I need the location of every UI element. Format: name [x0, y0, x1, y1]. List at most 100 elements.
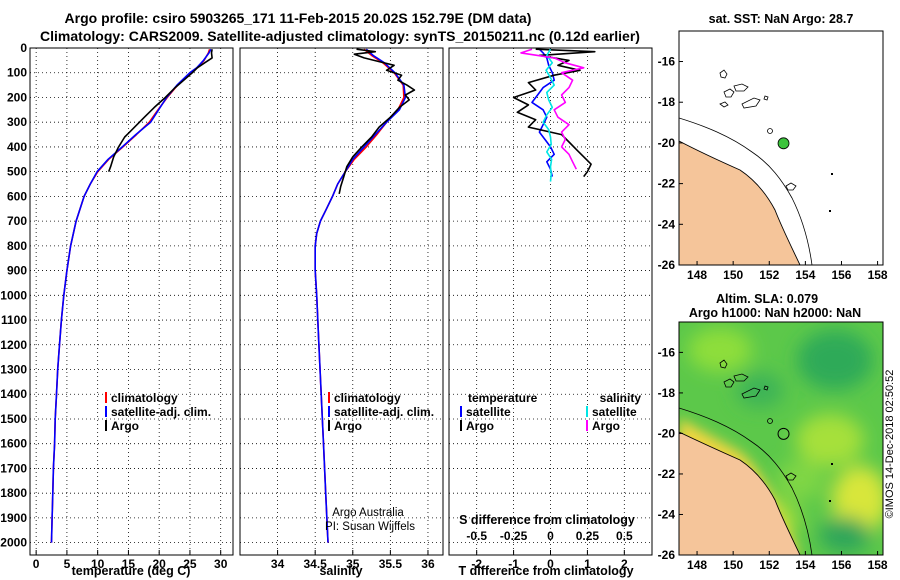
- temperature-legend: climatology satellite-adj. clim. Argo: [105, 391, 211, 433]
- x-tick-label: 35.5: [379, 557, 403, 571]
- t-difference-axis-ticks: -2 -1 0 1 2: [471, 550, 628, 571]
- map-lat-label: -20: [658, 136, 676, 150]
- salinity-axis-ticks: 34 34.5 35 35.5 36: [271, 550, 435, 571]
- s-diff-tick-label: 0: [547, 529, 554, 543]
- sst-map-panel: sat. SST: NaN Argo: 28.7 148 150 152 154 156…: [658, 12, 888, 282]
- x-tick-label: 5: [64, 557, 71, 571]
- depth-tick-label: 300: [7, 115, 27, 129]
- map-lat-label: -16: [658, 345, 676, 359]
- sst-map-land: [679, 141, 800, 265]
- x-tick-label: 34: [271, 557, 285, 571]
- salinity-axis-label: salinity: [319, 564, 362, 578]
- map-lon-label: 148: [687, 558, 707, 572]
- depth-tick-label: 900: [7, 264, 27, 278]
- credit-argo-australia: Argo Australia: [332, 507, 404, 519]
- depth-tick-label: 600: [7, 189, 27, 203]
- depth-tick-label: 2000: [0, 536, 27, 550]
- sst-map-island: [767, 128, 773, 134]
- legend-label-t-argo: Argo: [466, 419, 494, 433]
- salinity-legend: climatology satellite-adj. clim. Argo: [328, 391, 434, 433]
- map-lon-label: 152: [759, 268, 779, 282]
- difference-panel: -2 -1 0 1 2 -0.5 -0.25 0 0.25 0.5 T difference f…: [448, 47, 653, 578]
- salinity-panel-frame: [239, 47, 444, 556]
- legend-title-temperature: temperature: [468, 391, 538, 405]
- legend-label-t-satellite: satellite: [466, 405, 511, 419]
- sst-map-content: [679, 69, 833, 265]
- x-tick-label: 20: [153, 557, 167, 571]
- map-lat-label: -26: [658, 258, 676, 272]
- legend-swatch-satellite: [328, 406, 330, 417]
- x-tick-label: 34.5: [304, 557, 328, 571]
- series-line-t-satellite: [531, 48, 556, 177]
- x-tick-label: 0: [33, 557, 40, 571]
- temperature-axis-ticks: 0 5 10 15 20 25 30: [33, 550, 228, 571]
- series-line-s-satellite: [542, 48, 556, 182]
- sla-map-anomalies: [688, 328, 883, 553]
- map-lat-label: -26: [658, 548, 676, 562]
- salinity-lines: [314, 48, 416, 543]
- legend-swatch-t-satellite: [460, 406, 462, 417]
- depth-tick-label: 400: [7, 140, 27, 154]
- x-tick-label: 36: [421, 557, 435, 571]
- series-line-satellite-adj-clim-: [314, 48, 407, 543]
- salinity-panel: 34 34.5 35 35.5 36 salinity climatology sate…: [239, 47, 444, 578]
- sla-map-ticks: 148 150 152 154 156 158 -16 -18 -20 -22 -24 -26: [658, 345, 888, 572]
- map-lon-label: 150: [723, 268, 743, 282]
- s-diff-tick-label: -0.25: [500, 529, 528, 543]
- legend-label-s-argo: Argo: [592, 419, 620, 433]
- map-lon-label: 156: [831, 558, 851, 572]
- sst-map-islet: [829, 210, 831, 212]
- x-tick-label: -1: [508, 557, 519, 571]
- argo-position-marker: [777, 427, 790, 440]
- depth-tick-label: 1800: [0, 486, 27, 500]
- map-lat-label: -22: [658, 467, 676, 481]
- map-lon-label: 150: [723, 558, 743, 572]
- x-tick-label: 15: [122, 557, 136, 571]
- sst-map-reefs: [719, 69, 769, 109]
- sla-map-reefs: [719, 359, 769, 399]
- sla-map-reef-south: [785, 472, 797, 481]
- legend-label-argo: Argo: [111, 419, 139, 433]
- depth-tick-label: 1100: [1, 313, 27, 327]
- argo-position-marker: [777, 137, 790, 150]
- sst-map-coastline: [679, 140, 801, 265]
- sla-map-title-line1: Altim. SLA: 0.079: [716, 292, 818, 306]
- sla-map-land: [679, 432, 800, 555]
- s-difference-axis-label: S difference from climatology: [459, 513, 635, 527]
- legend-label-satellite: satellite-adj. clim.: [111, 405, 211, 419]
- sla-map-coastline: [679, 431, 801, 555]
- depth-tick-label: 1300: [0, 363, 27, 377]
- map-lat-label: -16: [658, 55, 676, 69]
- temperature-axis-label: temperature (deg C): [72, 564, 191, 578]
- difference-legend: temperature satellite Argo salinity sate…: [460, 391, 641, 433]
- legend-label-satellite: satellite-adj. clim.: [334, 405, 434, 419]
- map-lon-label: 158: [868, 268, 888, 282]
- sst-map-shelf-contour: [679, 117, 813, 265]
- depth-axis-ticks: 0 100 200 300 400 500 600 700 800 900 1000 1100 1200…: [0, 41, 27, 550]
- map-lat-label: -18: [658, 95, 676, 109]
- map-lat-label: -20: [658, 426, 676, 440]
- x-tick-label: 35: [346, 557, 360, 571]
- imos-credit: ©IMOS 14-Dec-2018 02:50:52: [884, 370, 896, 519]
- x-tick-label: 2: [621, 557, 628, 571]
- legend-title-salinity: salinity: [600, 391, 642, 405]
- sla-map-islet: [829, 500, 831, 502]
- sst-map-ticks: 148 150 152 154 156 158 -16 -18 -20 -22 -24 -26: [658, 55, 888, 282]
- map-lon-label: 156: [831, 268, 851, 282]
- depth-tick-label: 1500: [0, 412, 27, 426]
- depth-tick-label: 1200: [0, 338, 27, 352]
- map-lon-label: 148: [687, 268, 707, 282]
- map-lat-label: -24: [658, 507, 676, 521]
- legend-swatch-climatology: [105, 392, 107, 403]
- map-lon-label: 158: [868, 558, 888, 572]
- depth-tick-label: 0: [20, 41, 27, 55]
- sla-map-panel: Altim. SLA: 0.079 Argo h1000: NaN h2000:…: [658, 292, 888, 572]
- depth-tick-label: 100: [7, 66, 27, 80]
- s-diff-tick-label: 0.5: [616, 529, 633, 543]
- x-tick-label: 1: [584, 557, 591, 571]
- map-lon-label: 154: [795, 268, 815, 282]
- temperature-grid: [30, 47, 233, 555]
- x-tick-label: 0: [547, 557, 554, 571]
- x-tick-label: 10: [91, 557, 105, 571]
